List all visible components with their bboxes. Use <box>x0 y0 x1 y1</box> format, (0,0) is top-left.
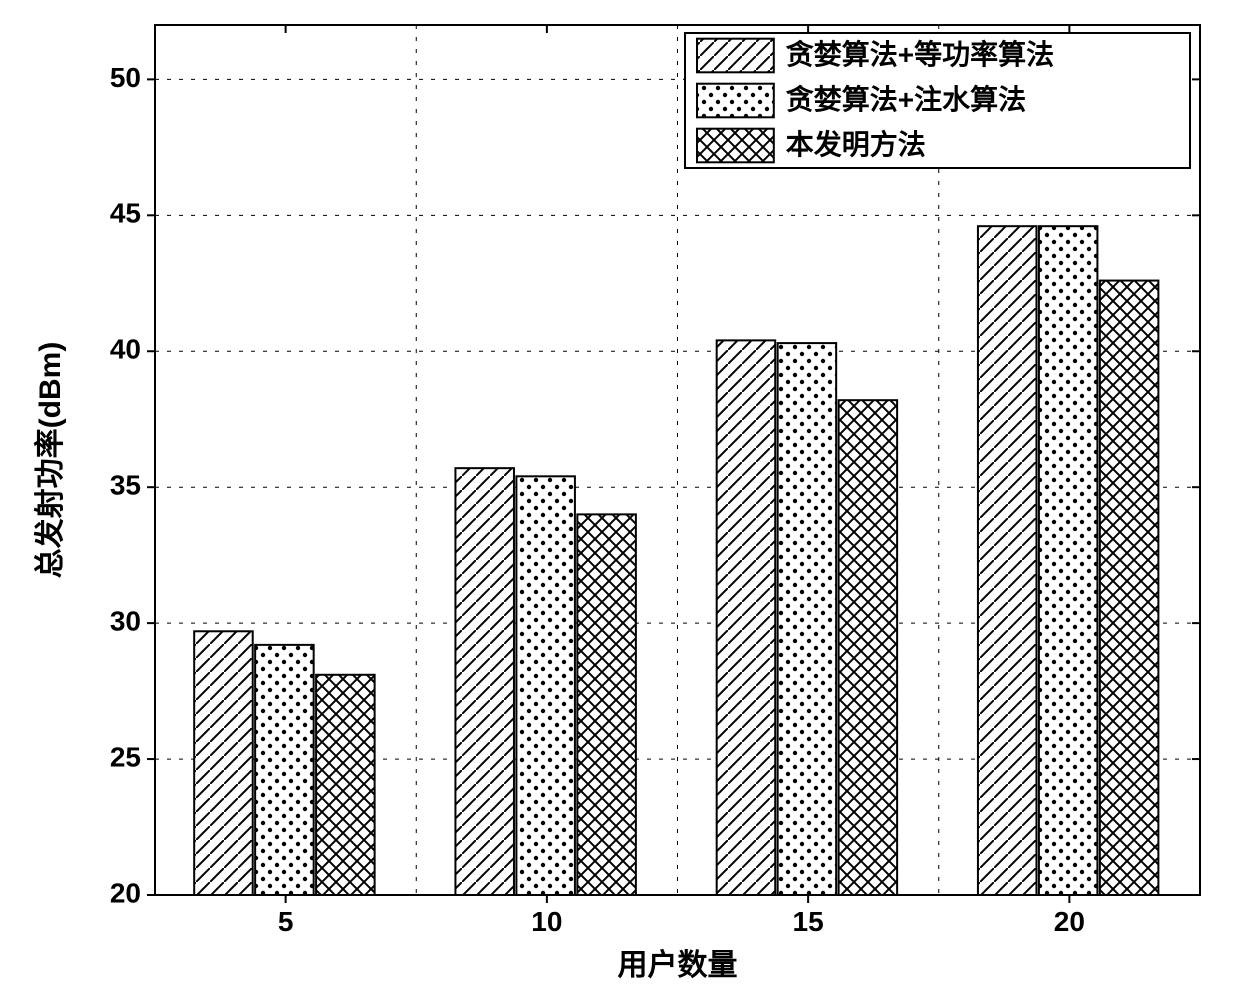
legend-label: 贪婪算法+等功率算法 <box>786 38 1054 70</box>
legend-label: 本发明方法 <box>786 128 926 160</box>
legend-swatch <box>697 39 774 73</box>
bar <box>717 340 776 895</box>
x-tick-label: 5 <box>278 906 294 937</box>
bar <box>839 400 898 895</box>
bar <box>194 631 253 895</box>
bar <box>1039 226 1098 895</box>
legend-swatch <box>697 129 774 163</box>
y-tick-label: 40 <box>110 334 141 365</box>
y-tick-label: 20 <box>110 877 141 908</box>
bar-chart: 20 25 30 35 40 45 50 5 10 15 20 总发射功率(dBm) 用户数量 贪婪算法+… <box>0 0 1240 987</box>
y-tick-label: 25 <box>110 741 141 772</box>
bar <box>516 476 575 895</box>
bar <box>316 675 375 895</box>
x-tick-label: 15 <box>793 906 824 937</box>
legend: 贪婪算法+等功率算法贪婪算法+注水算法本发明方法 <box>685 33 1190 168</box>
bar <box>978 226 1037 895</box>
legend-swatch <box>697 84 774 118</box>
legend-label: 贪婪算法+注水算法 <box>786 83 1026 115</box>
chart-container: 20 25 30 35 40 45 50 5 10 15 20 总发射功率(dBm) 用户数量 贪婪算法+… <box>0 0 1240 987</box>
x-tick-label: 10 <box>531 906 562 937</box>
y-axis-label: 总发射功率(dBm) <box>34 342 67 579</box>
y-tick-label: 45 <box>110 198 141 229</box>
bar <box>255 645 314 895</box>
bar <box>455 468 514 895</box>
x-tick-label: 20 <box>1054 906 1085 937</box>
x-axis-label: 用户数量 <box>618 949 738 982</box>
y-tick-label: 35 <box>110 470 141 501</box>
y-tick-label: 30 <box>110 606 141 637</box>
y-tick-label: 50 <box>110 62 141 93</box>
bar <box>1100 281 1159 895</box>
bar <box>577 514 636 895</box>
bar <box>778 343 837 895</box>
